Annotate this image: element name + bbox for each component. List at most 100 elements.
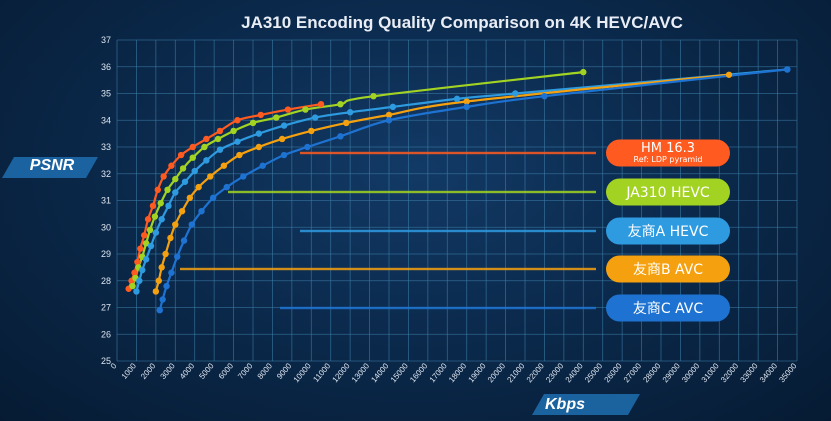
data-point-1-9 xyxy=(172,175,179,183)
data-point-1-16 xyxy=(273,114,280,121)
data-point-4-12 xyxy=(280,151,288,159)
x-axis-label-badge xyxy=(532,394,640,415)
data-point-2-6 xyxy=(158,216,165,223)
data-point-3-2 xyxy=(158,264,165,271)
legend-badge-4 xyxy=(606,294,730,322)
data-point-0-10 xyxy=(168,162,175,169)
chart-title: JA310 Encoding Quality Comparison on 4K … xyxy=(241,13,683,32)
y-tick-label-10: 35 xyxy=(101,89,111,99)
data-point-1-14 xyxy=(230,127,237,135)
data-point-3-7 xyxy=(186,194,194,202)
x-tick-label-21: 21000 xyxy=(505,361,527,384)
data-point-4-18 xyxy=(784,66,791,73)
x-tick-label-32: 32000 xyxy=(719,361,741,384)
data-point-2-18 xyxy=(389,103,397,111)
data-point-3-3 xyxy=(162,250,169,258)
y-tick-label-0: 25 xyxy=(101,356,111,366)
data-point-3-0 xyxy=(152,288,160,295)
x-tick-label-2: 2000 xyxy=(139,361,158,381)
data-point-4-1 xyxy=(159,296,166,303)
x-tick-label-1: 1000 xyxy=(120,361,139,381)
data-point-0-13 xyxy=(203,135,210,143)
data-point-0-7 xyxy=(149,202,157,210)
data-point-1-6 xyxy=(151,213,159,220)
data-point-4-9 xyxy=(223,183,230,191)
data-point-4-11 xyxy=(259,162,266,169)
data-point-1-19 xyxy=(370,92,377,100)
data-point-3-8 xyxy=(195,183,202,191)
data-point-1-7 xyxy=(157,199,164,207)
x-tick-label-20: 20000 xyxy=(486,361,508,384)
data-point-0-15 xyxy=(234,117,241,124)
data-point-2-13 xyxy=(234,138,241,145)
y-axis-label-text: PSNR xyxy=(30,157,75,174)
x-tick-label-28: 28000 xyxy=(641,361,663,384)
data-point-0-18 xyxy=(317,101,325,108)
data-point-2-15 xyxy=(280,122,288,129)
data-point-0-4 xyxy=(137,245,144,252)
x-tick-label-33: 33000 xyxy=(738,361,760,384)
data-point-3-10 xyxy=(220,162,228,169)
legend-guide-line-1 xyxy=(228,190,596,194)
data-point-1-5 xyxy=(146,226,154,234)
data-point-2-10 xyxy=(191,167,198,175)
x-tick-label-31: 31000 xyxy=(700,361,722,384)
x-tick-label-7: 7000 xyxy=(236,361,255,381)
y-tick-label-4: 29 xyxy=(101,249,111,259)
data-points xyxy=(125,66,791,314)
data-point-2-8 xyxy=(172,189,179,196)
data-point-2-9 xyxy=(181,178,189,185)
data-point-4-2 xyxy=(163,282,170,290)
data-point-1-20 xyxy=(580,68,587,76)
x-tick-label-10: 10000 xyxy=(292,361,314,384)
data-point-2-19 xyxy=(453,95,461,103)
data-point-4-16 xyxy=(463,103,470,111)
data-point-3-1 xyxy=(155,277,162,284)
legend-guide-line-4 xyxy=(280,306,596,310)
data-point-4-6 xyxy=(188,221,195,228)
legend-badge-3 xyxy=(606,255,730,283)
data-point-0-11 xyxy=(177,151,185,159)
x-tick-label-5: 5000 xyxy=(197,361,216,381)
x-tick-label-0: 0 xyxy=(109,361,119,371)
y-tick-label-7: 32 xyxy=(101,169,111,179)
y-tick-label-6: 31 xyxy=(101,196,111,206)
x-tick-label-8: 8000 xyxy=(256,361,275,381)
data-point-3-16 xyxy=(385,111,393,119)
data-point-1-17 xyxy=(302,106,309,113)
data-point-4-14 xyxy=(337,133,344,140)
data-point-3-9 xyxy=(207,173,214,180)
data-point-0-3 xyxy=(134,258,141,266)
data-point-2-12 xyxy=(216,146,224,153)
data-point-1-10 xyxy=(179,165,187,172)
y-tick-label-8: 33 xyxy=(101,142,111,152)
data-point-2-1 xyxy=(136,277,143,284)
data-point-3-13 xyxy=(278,135,286,143)
x-tick-label-23: 23000 xyxy=(544,361,566,384)
x-tick-label-16: 16000 xyxy=(408,361,430,384)
legend-label-1: JA310 HEVC xyxy=(625,185,710,201)
data-point-2-3 xyxy=(142,256,150,263)
legend-label-4: 友商C AVC xyxy=(633,301,703,317)
data-point-3-6 xyxy=(178,208,186,215)
data-point-2-5 xyxy=(152,229,160,236)
x-tick-label-12: 12000 xyxy=(330,361,352,384)
x-tick-label-27: 27000 xyxy=(622,361,644,384)
legend-sublabel-0: Ref: LDP pyramid xyxy=(634,155,703,164)
data-point-4-8 xyxy=(209,194,217,202)
x-tick-label-26: 26000 xyxy=(602,361,624,384)
legend-badge-1 xyxy=(606,178,730,206)
data-point-2-11 xyxy=(203,157,210,164)
data-point-1-13 xyxy=(214,135,222,143)
y-tick-label-12: 37 xyxy=(101,35,111,45)
data-point-2-7 xyxy=(165,202,172,210)
data-point-0-14 xyxy=(216,127,224,135)
y-tick-label-2: 27 xyxy=(101,303,111,313)
x-tick-label-22: 22000 xyxy=(525,361,547,384)
data-point-0-8 xyxy=(154,186,161,193)
data-point-4-13 xyxy=(304,143,311,151)
data-point-0-16 xyxy=(257,111,264,119)
legend-label-0: HM 16.3 xyxy=(641,141,695,156)
data-point-1-0 xyxy=(129,282,136,290)
